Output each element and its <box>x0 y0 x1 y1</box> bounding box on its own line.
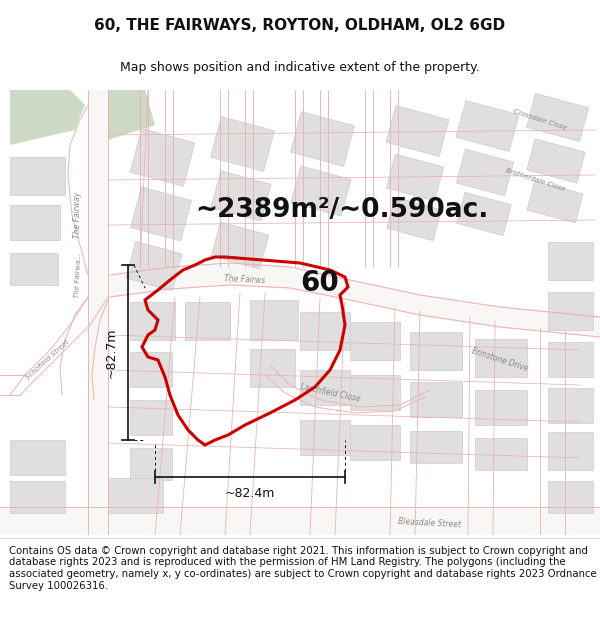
Polygon shape <box>386 198 442 241</box>
Polygon shape <box>410 332 462 370</box>
Text: ~2389m²/~0.590ac.: ~2389m²/~0.590ac. <box>195 197 488 223</box>
Polygon shape <box>300 312 350 350</box>
Polygon shape <box>211 117 274 171</box>
Polygon shape <box>548 342 593 377</box>
Polygon shape <box>291 166 351 216</box>
Text: Larchfield Close: Larchfield Close <box>299 382 361 404</box>
Polygon shape <box>475 390 527 425</box>
Polygon shape <box>88 90 108 535</box>
Polygon shape <box>10 157 65 195</box>
Text: Bleasdale Street: Bleasdale Street <box>398 517 461 529</box>
Polygon shape <box>548 432 593 470</box>
Polygon shape <box>350 322 400 360</box>
Polygon shape <box>211 171 271 221</box>
Polygon shape <box>410 431 462 463</box>
Polygon shape <box>130 187 191 241</box>
Polygon shape <box>130 400 172 435</box>
Polygon shape <box>108 478 163 513</box>
Polygon shape <box>0 507 600 535</box>
Polygon shape <box>10 440 65 475</box>
Text: Schofield Street: Schofield Street <box>24 339 70 381</box>
Text: ~82.4m: ~82.4m <box>225 487 275 500</box>
Text: Brotherdale Close: Brotherdale Close <box>505 168 566 192</box>
Polygon shape <box>457 192 511 236</box>
Polygon shape <box>527 139 585 183</box>
Polygon shape <box>130 448 172 480</box>
Polygon shape <box>130 129 195 186</box>
Polygon shape <box>456 101 519 151</box>
Polygon shape <box>548 242 593 280</box>
Polygon shape <box>548 292 593 330</box>
Polygon shape <box>250 300 298 340</box>
Polygon shape <box>457 149 514 196</box>
Polygon shape <box>386 106 449 156</box>
Polygon shape <box>130 302 175 340</box>
Polygon shape <box>350 375 400 410</box>
Polygon shape <box>300 370 350 405</box>
Polygon shape <box>548 481 593 513</box>
Text: ~82.7m: ~82.7m <box>105 328 118 378</box>
Polygon shape <box>386 154 443 201</box>
Polygon shape <box>130 352 172 387</box>
Polygon shape <box>290 112 355 166</box>
Polygon shape <box>410 382 462 417</box>
Polygon shape <box>300 420 350 455</box>
Polygon shape <box>126 241 182 291</box>
Text: Contains OS data © Crown copyright and database right 2021. This information is : Contains OS data © Crown copyright and d… <box>9 546 596 591</box>
Polygon shape <box>250 349 295 387</box>
Polygon shape <box>10 90 85 145</box>
Text: The Fairwa...: The Fairwa... <box>74 253 82 298</box>
Text: The Fairws: The Fairws <box>224 274 266 286</box>
Polygon shape <box>211 222 269 269</box>
Polygon shape <box>10 205 60 240</box>
Text: 60, THE FAIRWAYS, ROYTON, OLDHAM, OL2 6GD: 60, THE FAIRWAYS, ROYTON, OLDHAM, OL2 6G… <box>94 18 506 32</box>
Polygon shape <box>350 425 400 460</box>
Text: Crossdale Close: Crossdale Close <box>512 109 568 131</box>
Polygon shape <box>108 90 155 140</box>
Text: Map shows position and indicative extent of the property.: Map shows position and indicative extent… <box>120 61 480 74</box>
Polygon shape <box>10 481 65 513</box>
Text: The Fairway: The Fairway <box>74 192 83 238</box>
Polygon shape <box>526 94 589 141</box>
Polygon shape <box>110 263 600 337</box>
Polygon shape <box>475 438 527 470</box>
Text: Erinstone Drive: Erinstone Drive <box>470 347 529 373</box>
Polygon shape <box>10 253 58 285</box>
Polygon shape <box>185 302 230 340</box>
Polygon shape <box>527 181 583 223</box>
Polygon shape <box>475 339 527 377</box>
Polygon shape <box>548 388 593 423</box>
Text: 60: 60 <box>300 269 339 297</box>
